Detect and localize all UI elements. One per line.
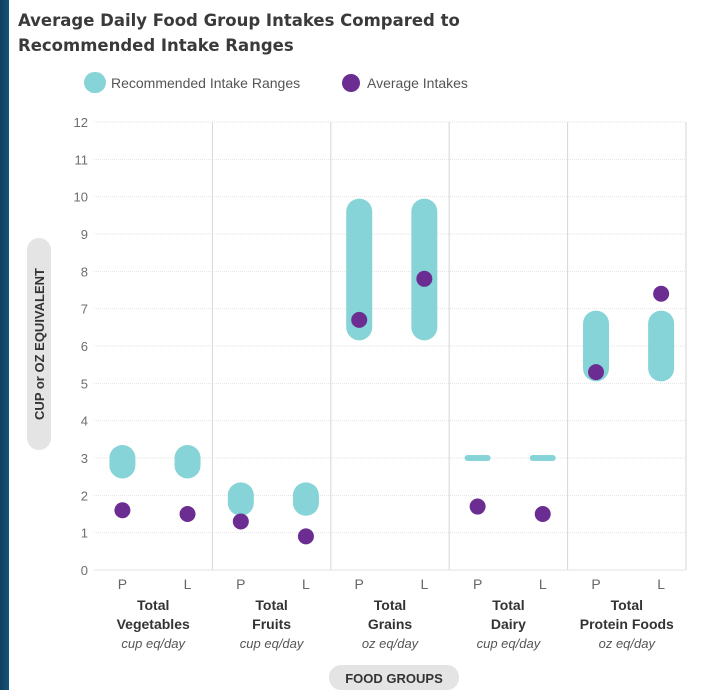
group-name-line-1: Total	[137, 597, 169, 613]
subcategory-label: P	[355, 576, 364, 592]
chart-title: Average Daily Food Group Intakes Compare…	[18, 8, 578, 58]
y-tick-label: 7	[81, 302, 88, 317]
y-axis-title: CUP or OZ EQUIVALENT	[27, 238, 51, 450]
range-bar	[109, 445, 136, 479]
chart-marks	[109, 198, 675, 545]
x-axis-title: FOOD GROUPS	[329, 665, 459, 690]
subcategory-label: L	[302, 576, 310, 592]
subcategory-label: L	[657, 576, 665, 592]
y-tick-label: 2	[81, 488, 88, 503]
legend-average-swatch	[342, 74, 360, 92]
chart-title-line-2: Recommended Intake Ranges	[18, 36, 294, 55]
group-unit: cup eq/day	[477, 636, 542, 651]
legend-average-label: Average Intakes	[367, 75, 468, 91]
y-tick-label: 10	[74, 190, 88, 205]
y-tick-label: 5	[81, 376, 88, 391]
subcategory-label: P	[473, 576, 482, 592]
y-tick-label: 0	[81, 563, 88, 578]
y-tick-label: 6	[81, 339, 88, 354]
y-tick-label: 11	[75, 152, 89, 167]
legend-range-label: Recommended Intake Ranges	[111, 75, 300, 91]
group-name-line-2: Vegetables	[117, 616, 190, 632]
x-axis-title-text: FOOD GROUPS	[345, 671, 443, 686]
average-intake-dot	[232, 513, 249, 530]
group-name-line-1: Total	[374, 597, 406, 613]
y-tick-label: 1	[81, 526, 88, 541]
range-bar	[464, 455, 491, 461]
y-tick-label: 3	[81, 451, 88, 466]
average-intake-dot	[297, 528, 314, 545]
y-tick-label: 4	[81, 414, 88, 429]
range-bar	[227, 482, 254, 516]
range-bar	[174, 445, 201, 479]
x-axis-title-pill	[329, 665, 459, 690]
group-unit: oz eq/day	[362, 636, 420, 651]
group-unit: cup eq/day	[240, 636, 305, 651]
group-name-line-2: Grains	[368, 616, 413, 632]
y-tick-label: 8	[81, 264, 88, 279]
group-unit: cup eq/day	[121, 636, 186, 651]
y-axis-title-text: CUP or OZ EQUIVALENT	[32, 268, 47, 420]
subcategory-label: L	[539, 576, 547, 592]
group-name-line-2: Fruits	[252, 616, 291, 632]
y-tick-label: 12	[74, 115, 88, 130]
subcategory-label: L	[184, 576, 192, 592]
grid	[94, 121, 687, 571]
average-intake-dot	[114, 502, 131, 519]
subcategory-label: P	[591, 576, 600, 592]
range-bar	[346, 198, 373, 341]
average-intake-dot	[588, 364, 605, 381]
x-axis-labels: P L Total Vegetables cup eq/day P L Total Fruits…	[117, 576, 674, 651]
range-bar	[292, 482, 319, 516]
average-intake-dot	[416, 270, 433, 287]
y-tick-label: 9	[81, 227, 88, 242]
range-bar	[411, 198, 438, 341]
range-bar	[529, 455, 556, 461]
group-name-line-2: Protein Foods	[580, 616, 674, 632]
average-intake-dot	[653, 285, 670, 302]
average-intake-dot	[179, 506, 196, 522]
average-intake-dot	[469, 498, 486, 515]
subcategory-label: P	[236, 576, 245, 592]
legend: Recommended Intake Ranges Average Intake…	[84, 72, 468, 93]
average-intake-dot	[351, 311, 368, 328]
average-intake-dot	[534, 506, 551, 522]
group-unit: oz eq/day	[599, 636, 657, 651]
group-name-line-2: Dairy	[491, 616, 526, 632]
y-axis-title-pill	[27, 238, 51, 450]
range-bar	[648, 310, 675, 382]
range-bar	[583, 310, 610, 382]
group-name-line-1: Total	[611, 597, 643, 613]
subcategory-label: P	[118, 576, 127, 592]
group-name-line-1: Total	[492, 597, 524, 613]
subcategory-label: L	[420, 576, 428, 592]
chart-title-line-1: Average Daily Food Group Intakes Compare…	[18, 11, 460, 30]
legend-range-swatch	[84, 72, 106, 93]
group-name-line-1: Total	[255, 597, 287, 613]
